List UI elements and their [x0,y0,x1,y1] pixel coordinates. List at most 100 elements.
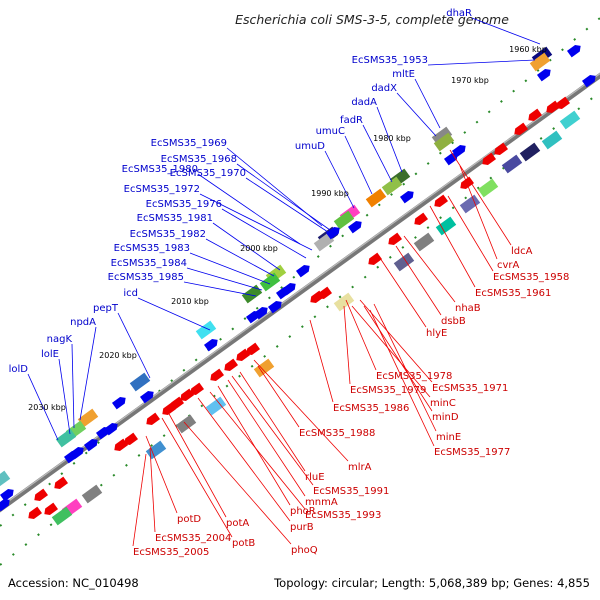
inner-gene-label: EcSMS35_1979 [350,385,426,396]
label-leader [414,78,441,129]
label-leader [376,106,403,173]
forward-gene-arrow [83,439,98,452]
forward-gene-arrow [536,69,551,82]
label-leader [403,235,456,303]
feature-block [333,210,355,230]
label-leader [197,173,301,245]
label-leader [363,305,433,412]
label-leader [137,297,211,331]
feature-block [205,396,227,416]
tick-label: 1980 kbp [373,134,411,143]
forward-gene-arrow [325,227,340,240]
feature-block [145,440,167,460]
feature-block [431,126,453,146]
inner-gene-label: potD [177,514,201,525]
feature-block [365,188,387,208]
map-title: Escherichia coli SMS-3-5, complete genom… [235,12,509,27]
outer-gene-label: lolD [9,364,29,375]
label-leader [427,59,536,66]
outer-gene-label: dhaR [446,8,472,19]
reverse-gene-arrow [460,176,475,189]
forward-gene-arrow [111,397,126,410]
outer-gene-label: EcSMS35_1980 [122,164,198,175]
outer-gene-label: EcSMS35_1970 [170,168,246,179]
outer-gene-label: umuC [316,126,345,137]
forward-gene-arrow [203,339,218,352]
outer-gene-label: nagK [47,334,73,345]
feature-block [259,272,281,292]
outer-gene-label: icd [123,288,138,299]
inner-gene-label: EcSMS35_2004 [155,533,231,544]
label-leader [239,371,306,472]
reverse-gene-arrow [388,232,403,245]
inner-gene-label: minE [436,432,461,443]
feature-block [77,408,99,428]
forward-gene-arrow [0,489,14,502]
inner-gene-label: minC [430,398,456,409]
label-leader [324,150,355,209]
tick-label: 2030 kbp [28,403,66,412]
feature-block [501,154,523,174]
forward-gene-arrow [95,427,110,440]
forward-gene-arrow [267,301,282,314]
label-leader [27,373,59,441]
label-leader [221,208,307,259]
outer-gene-label: mltE [392,69,415,80]
outer-gene-label: EcSMS35_1953 [352,55,428,66]
tick-label: 2010 kbp [171,297,209,306]
forward-gene-arrow [399,191,414,204]
outer-gene-label: pepT [93,303,119,314]
forward-gene-arrow [0,499,10,512]
forward-gene-arrow [581,75,596,88]
inner-gene-label: EcSMS35_1988 [299,428,375,439]
reverse-gene-arrow [28,506,43,519]
reverse-gene-arrow [124,432,139,445]
tick-label: 2000 kbp [240,244,278,253]
label-leader [132,453,147,547]
reverse-gene-arrow [146,412,161,425]
label-leader [209,391,306,510]
label-leader [373,303,437,432]
label-leader [145,435,178,514]
inner-gene-label: EcSMS35_1986 [333,403,409,414]
label-leader [396,92,437,137]
label-leader [161,417,233,538]
feature-block [433,132,455,152]
label-leader [212,222,281,271]
reverse-gene-arrow [368,252,383,265]
forward-gene-arrow [295,265,310,278]
label-leader [343,305,351,385]
feature-block [195,320,217,340]
inner-gene-label: purB [290,522,314,533]
label-leader [379,257,427,328]
label-leader [183,421,292,545]
reverse-gene-arrow [494,142,509,155]
outer-gene-label: EcSMS35_1976 [146,199,222,210]
inner-gene-label: EcSMS35_1971 [432,383,508,394]
reverse-gene-arrow [44,502,59,515]
outer-gene-label: dadX [371,83,397,94]
outer-gene-label: EcSMS35_1983 [114,243,190,254]
reverse-gene-arrow [310,290,325,303]
label-leader [351,305,431,398]
label-leader [447,195,494,272]
reverse-gene-arrow [434,194,449,207]
inner-gene-label: hlyE [426,328,447,339]
reverse-gene-arrow [482,152,497,165]
label-leader [253,359,349,462]
reverse-gene-arrow [190,382,205,395]
feature-block [313,232,335,252]
inner-gene-label: phoQ [291,545,318,556]
label-leader [459,165,498,260]
feature-block [253,358,275,378]
inner-gene-label: minD [432,412,459,423]
reverse-gene-arrow [34,488,49,501]
inner-gene-label: potB [232,538,255,549]
outer-gene-label: umuD [295,141,325,152]
reverse-gene-arrow [546,100,561,113]
feature-block [129,372,151,392]
feature-block [0,470,11,490]
feature-block [393,252,415,272]
